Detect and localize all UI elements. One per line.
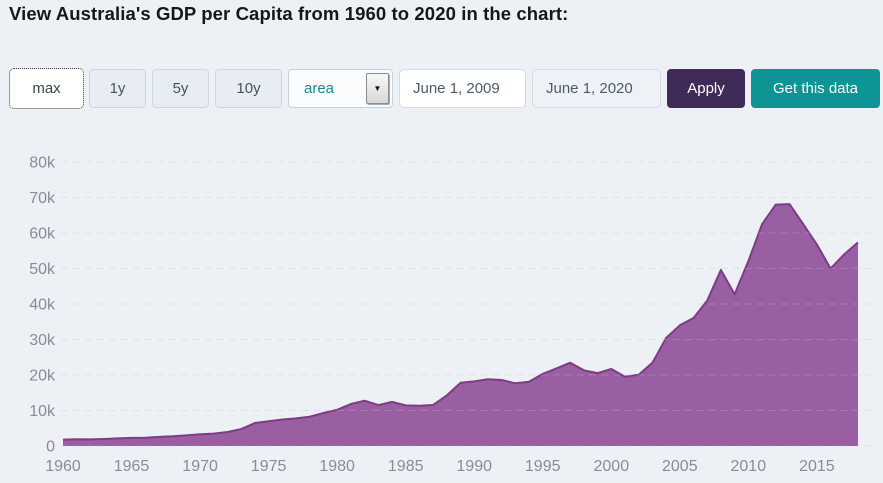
y-axis-label: 40k <box>29 297 56 314</box>
x-axis-label: 1995 <box>525 458 561 475</box>
y-axis-label: 0 <box>46 439 55 456</box>
x-axis-label: 2010 <box>731 458 767 475</box>
x-axis-label: 1975 <box>251 458 287 475</box>
x-axis-label: 2005 <box>662 458 698 475</box>
y-axis-label: 60k <box>29 226 56 243</box>
range-button-10y[interactable]: 10y <box>215 69 282 108</box>
end-date-input[interactable] <box>532 69 661 108</box>
x-axis-label: 1985 <box>388 458 424 475</box>
area-series-outline <box>62 203 859 441</box>
y-axis-label: 80k <box>29 155 56 172</box>
y-axis-label: 50k <box>29 261 56 278</box>
chart-type-selected-value: area <box>304 80 335 97</box>
gdp-area-chart: 0 10k 20k 30k 40k 50k 60k 70k 80k 1960 1965 1970 197… <box>0 130 883 483</box>
toolbar: max 1y 5y 10y area ▼ Apply Get this data <box>9 68 880 109</box>
area-series <box>63 204 858 446</box>
x-axis-label: 1970 <box>182 458 218 475</box>
x-axis-label: 1965 <box>114 458 150 475</box>
chevron-down-icon: ▼ <box>366 73 389 104</box>
area-chart-canvas: 0 10k 20k 30k 40k 50k 60k 70k 80k 1960 1965 1970 197… <box>29 155 872 475</box>
y-axis-label: 10k <box>29 403 56 420</box>
chart-type-select[interactable]: area ▼ <box>288 69 393 108</box>
start-date-input[interactable] <box>399 69 526 108</box>
apply-button[interactable]: Apply <box>667 69 745 108</box>
get-this-data-button[interactable]: Get this data <box>751 69 880 108</box>
x-axis-label: 2000 <box>594 458 630 475</box>
x-axis-label: 2015 <box>799 458 835 475</box>
x-axis-label: 1980 <box>319 458 355 475</box>
page-title: View Australia's GDP per Capita from 196… <box>9 3 569 24</box>
x-axis-label: 1990 <box>456 458 492 475</box>
range-button-1y[interactable]: 1y <box>89 69 146 108</box>
y-axis-label: 20k <box>29 368 56 385</box>
range-button-max[interactable]: max <box>9 68 84 109</box>
y-axis-label: 70k <box>29 190 56 207</box>
range-button-5y[interactable]: 5y <box>152 69 209 108</box>
y-axis-label: 30k <box>29 332 56 349</box>
x-axis-label: 1960 <box>45 458 81 475</box>
